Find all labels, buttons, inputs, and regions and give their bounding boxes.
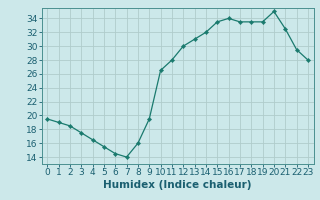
X-axis label: Humidex (Indice chaleur): Humidex (Indice chaleur) [103, 180, 252, 190]
